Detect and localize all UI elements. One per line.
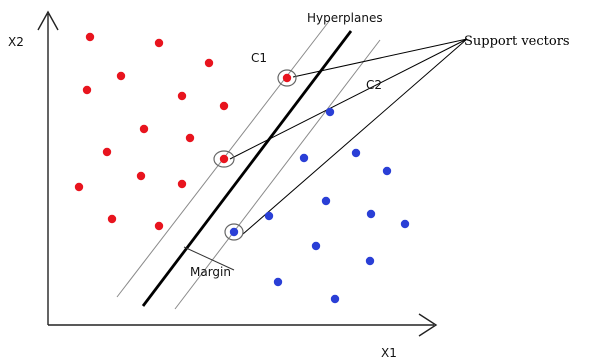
support-vector-ring-c1a <box>277 69 297 87</box>
data-point-c1-4 <box>82 85 92 95</box>
pointer-line-1 <box>292 38 468 78</box>
data-point-c1-14 <box>154 221 164 231</box>
data-point-c2-4 <box>321 196 331 206</box>
data-point-c2-3 <box>382 166 392 176</box>
data-point-c2-2 <box>351 148 361 158</box>
x-axis-arrowhead <box>418 313 438 337</box>
data-point-c2-10 <box>273 277 283 287</box>
data-point-c2-6 <box>366 209 376 219</box>
data-point-c1-8 <box>185 133 195 143</box>
margin-label: Margin <box>190 265 231 279</box>
hyperplanes-label: Hyperplanes <box>307 11 383 25</box>
data-point-c1-12 <box>74 182 84 192</box>
class2-label: C2 <box>366 78 382 92</box>
y-axis-label: X2 <box>8 35 24 49</box>
pointer-line-2 <box>229 38 468 160</box>
support-vector-ring-c2 <box>224 223 244 241</box>
support-vector-ring-c1b <box>213 150 235 168</box>
decision-hyperplane <box>141 30 353 307</box>
support-vector-point-c2-12 <box>229 227 239 237</box>
data-point-c2-0 <box>325 107 335 117</box>
margin-hyperplane-c2 <box>174 39 381 310</box>
class1-label: C1 <box>251 51 267 65</box>
axes <box>37 10 438 337</box>
data-point-c2-9 <box>365 256 375 266</box>
support-vector-point-c1-15 <box>282 73 292 83</box>
hyperplanes <box>116 19 381 310</box>
data-point-c1-3 <box>204 58 214 68</box>
data-point-c2-1 <box>299 153 309 163</box>
margin-indicator-line <box>183 246 235 271</box>
x-axis-label: X1 <box>381 346 397 360</box>
support-vectors-label: Support vectors <box>464 34 570 49</box>
data-point-c2-5 <box>264 211 274 221</box>
data-point-c1-9 <box>102 147 112 157</box>
y-axis-arrowhead <box>37 10 59 31</box>
support-vector-point-c1-16 <box>219 154 229 164</box>
data-point-c2-7 <box>400 219 410 229</box>
data-point-c1-10 <box>136 171 146 181</box>
data-point-c1-1 <box>154 38 164 48</box>
data-point-c1-11 <box>177 179 187 189</box>
data-points <box>74 32 410 304</box>
data-point-c1-5 <box>177 91 187 101</box>
support-vector-pointers <box>229 38 468 235</box>
pointer-line-3 <box>242 38 468 235</box>
support-vector-rings <box>213 69 297 241</box>
data-point-c2-11 <box>330 294 340 304</box>
data-point-c2-8 <box>311 241 321 251</box>
data-point-c1-2 <box>116 71 126 81</box>
data-point-c1-6 <box>219 101 229 111</box>
data-point-c1-7 <box>139 124 149 134</box>
data-point-c1-13 <box>107 214 117 224</box>
data-point-c1-0 <box>85 32 95 42</box>
